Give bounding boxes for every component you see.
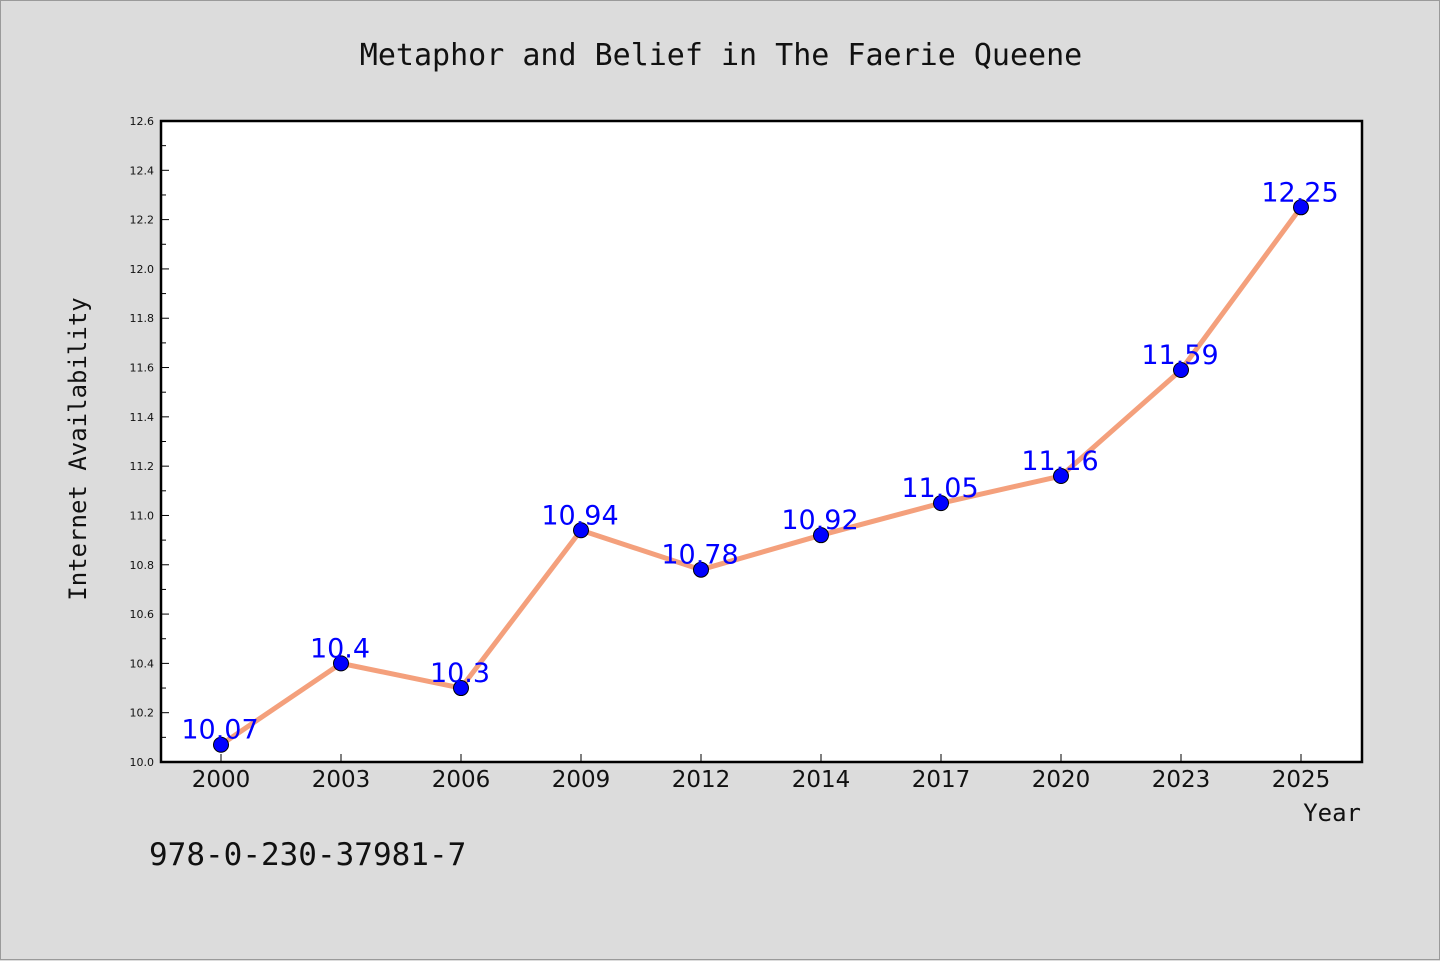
y-tick-label: 10.0 (130, 756, 155, 769)
data-label: 11.05 (901, 473, 978, 504)
series-line (218, 204, 1304, 748)
y-tick-label: 10.4 (130, 657, 155, 670)
data-point (213, 736, 229, 753)
y-tick-label: 11.6 (130, 362, 155, 375)
data-label: 10.78 (661, 540, 738, 571)
x-tick-label: 2012 (672, 767, 731, 793)
x-tick-label: 2017 (912, 767, 971, 793)
y-tick-label: 11.2 (130, 460, 155, 473)
chart-title: Metaphor and Belief in The Faerie Queene (360, 38, 1082, 73)
y-tick-label: 11.0 (130, 509, 155, 522)
data-labels: 10.07 10.4 10.3 10.94 10.78 10.92 11.05 11.16 11… (181, 177, 1338, 745)
data-label: 10.4 (310, 633, 370, 664)
y-tick-label: 10.8 (130, 559, 155, 572)
data-point (1173, 362, 1189, 379)
series-layer (213, 199, 1309, 753)
x-tick-label: 2009 (552, 767, 611, 793)
y-tick-label: 11.8 (130, 312, 155, 325)
data-label: 11.16 (1021, 446, 1098, 477)
data-point (1053, 468, 1069, 485)
x-axis-label: Year (1303, 799, 1361, 827)
data-label: 10.92 (781, 505, 858, 536)
x-tick-label: 2023 (1152, 767, 1211, 793)
data-point (453, 680, 469, 697)
data-label: 10.94 (541, 500, 618, 531)
y-tick-label: 12.2 (130, 214, 155, 227)
y-axis-label: Internet Availability (64, 297, 92, 600)
x-tick-label: 2000 (192, 767, 251, 793)
plot-area (159, 119, 1364, 764)
y-axis: 10.0 10.2 10.4 10.6 10.8 11.0 11.2 11.4 11.6 11.8… (130, 115, 169, 769)
data-point (693, 561, 709, 578)
y-tick-label: 11.4 (130, 411, 155, 424)
data-label: 12.25 (1261, 177, 1338, 208)
x-tick-label: 2003 (312, 767, 371, 793)
y-tick-label: 10.6 (130, 608, 155, 621)
data-label: 10.07 (181, 715, 258, 746)
data-point (933, 495, 949, 512)
data-point (333, 655, 349, 672)
data-label: 11.59 (1141, 340, 1218, 371)
y-tick-label: 12.4 (130, 164, 155, 177)
x-tick-label: 2025 (1272, 767, 1331, 793)
x-tick-label: 2014 (792, 767, 851, 793)
x-axis: 2000 2003 2006 2009 2012 2014 2017 2020 2023 2025 (192, 754, 1331, 793)
data-point (573, 522, 589, 539)
data-label: 10.3 (430, 658, 490, 689)
y-tick-label: 10.2 (130, 707, 155, 720)
y-tick-label: 12.0 (130, 263, 155, 276)
x-tick-label: 2006 (432, 767, 491, 793)
data-point (1293, 199, 1309, 216)
data-point (813, 527, 829, 544)
x-tick-label: 2020 (1032, 767, 1091, 793)
isbn-text: 978-0-230-37981-7 (149, 837, 466, 873)
y-tick-label: 12.6 (130, 115, 155, 128)
